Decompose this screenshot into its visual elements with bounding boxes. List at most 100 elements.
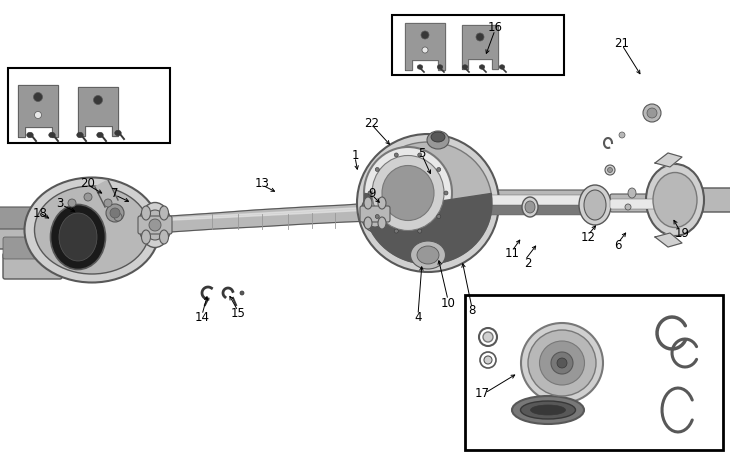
Ellipse shape <box>375 167 380 172</box>
Ellipse shape <box>427 131 449 149</box>
FancyBboxPatch shape <box>486 195 595 207</box>
Ellipse shape <box>647 108 657 118</box>
FancyBboxPatch shape <box>138 216 172 234</box>
Text: 13: 13 <box>255 177 269 190</box>
Text: 17: 17 <box>474 386 490 399</box>
Text: 18: 18 <box>33 206 47 219</box>
Ellipse shape <box>418 65 423 69</box>
Ellipse shape <box>557 358 567 368</box>
Ellipse shape <box>34 186 150 274</box>
Ellipse shape <box>378 197 386 209</box>
Ellipse shape <box>418 229 422 233</box>
FancyBboxPatch shape <box>3 237 59 259</box>
Ellipse shape <box>357 134 499 272</box>
FancyBboxPatch shape <box>360 206 390 222</box>
Text: 7: 7 <box>111 186 119 199</box>
Ellipse shape <box>619 132 625 138</box>
Ellipse shape <box>144 210 166 240</box>
Text: 12: 12 <box>580 231 596 244</box>
Ellipse shape <box>114 213 122 221</box>
Polygon shape <box>78 87 118 136</box>
FancyBboxPatch shape <box>610 194 656 212</box>
FancyBboxPatch shape <box>3 253 62 279</box>
Ellipse shape <box>368 191 372 195</box>
Text: 11: 11 <box>504 246 520 259</box>
Text: 22: 22 <box>364 117 380 129</box>
Text: 10: 10 <box>441 297 456 310</box>
Polygon shape <box>462 25 498 69</box>
Ellipse shape <box>115 130 121 136</box>
Ellipse shape <box>394 229 399 233</box>
Polygon shape <box>655 233 682 247</box>
Ellipse shape <box>142 230 150 244</box>
Ellipse shape <box>643 104 661 122</box>
Bar <box>8 68 170 143</box>
Polygon shape <box>155 203 372 233</box>
Ellipse shape <box>364 142 492 264</box>
Text: 19: 19 <box>675 226 690 239</box>
Ellipse shape <box>625 204 631 210</box>
Ellipse shape <box>378 217 386 229</box>
Ellipse shape <box>375 214 380 219</box>
Ellipse shape <box>372 155 444 231</box>
Text: 21: 21 <box>615 36 629 49</box>
Text: 16: 16 <box>488 20 502 33</box>
Ellipse shape <box>584 190 606 220</box>
Ellipse shape <box>522 197 538 217</box>
Ellipse shape <box>142 206 150 220</box>
Ellipse shape <box>520 401 575 419</box>
Ellipse shape <box>159 206 169 220</box>
Ellipse shape <box>149 219 161 231</box>
Ellipse shape <box>531 405 566 415</box>
Ellipse shape <box>365 199 385 227</box>
Ellipse shape <box>528 330 596 396</box>
Bar <box>392 15 564 75</box>
Ellipse shape <box>104 199 112 207</box>
Ellipse shape <box>97 132 103 138</box>
Text: 15: 15 <box>231 306 245 319</box>
Ellipse shape <box>159 230 169 244</box>
Ellipse shape <box>479 328 497 346</box>
Ellipse shape <box>139 202 171 247</box>
Ellipse shape <box>417 246 439 264</box>
Text: 3: 3 <box>56 197 64 210</box>
Ellipse shape <box>110 208 120 218</box>
Bar <box>465 295 723 450</box>
Text: 8: 8 <box>469 304 476 317</box>
Ellipse shape <box>34 93 42 101</box>
Polygon shape <box>155 207 372 221</box>
Ellipse shape <box>653 173 697 227</box>
Ellipse shape <box>646 164 704 236</box>
Ellipse shape <box>483 332 493 342</box>
Ellipse shape <box>422 47 428 53</box>
Polygon shape <box>655 153 682 167</box>
Polygon shape <box>364 193 492 264</box>
FancyBboxPatch shape <box>610 199 656 209</box>
Ellipse shape <box>49 132 55 138</box>
Ellipse shape <box>437 167 441 172</box>
Ellipse shape <box>476 33 484 41</box>
Polygon shape <box>18 85 58 137</box>
Ellipse shape <box>437 214 441 219</box>
Ellipse shape <box>431 132 445 142</box>
Ellipse shape <box>50 205 106 270</box>
Text: 2: 2 <box>524 257 531 270</box>
Ellipse shape <box>27 132 34 138</box>
Polygon shape <box>95 180 118 207</box>
Ellipse shape <box>418 153 422 157</box>
Ellipse shape <box>480 352 496 368</box>
Ellipse shape <box>240 291 244 295</box>
Text: 20: 20 <box>80 177 96 190</box>
Text: 6: 6 <box>614 239 622 252</box>
Ellipse shape <box>77 132 83 138</box>
Text: 14: 14 <box>194 311 210 324</box>
FancyBboxPatch shape <box>0 207 57 229</box>
Ellipse shape <box>499 65 504 69</box>
Ellipse shape <box>462 65 468 69</box>
Ellipse shape <box>68 199 76 207</box>
Ellipse shape <box>364 197 372 209</box>
Ellipse shape <box>437 65 443 69</box>
Ellipse shape <box>421 31 429 39</box>
FancyBboxPatch shape <box>486 205 595 215</box>
Ellipse shape <box>579 185 611 225</box>
